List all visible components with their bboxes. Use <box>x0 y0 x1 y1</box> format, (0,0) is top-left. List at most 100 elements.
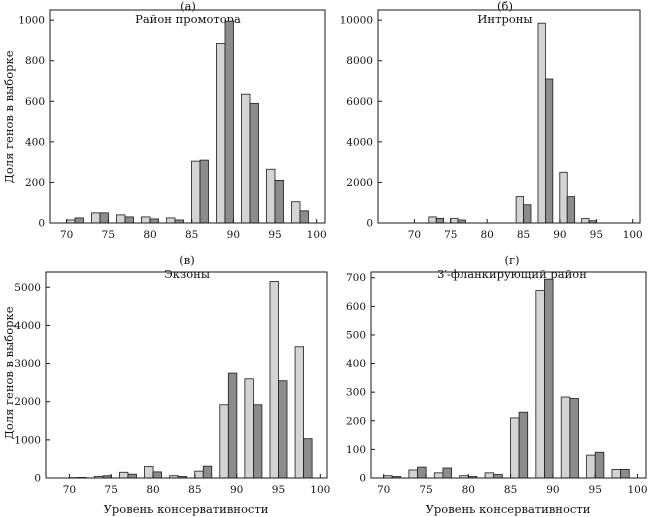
panel-a-bar-s1-bin-8 <box>266 168 276 224</box>
x-axis-title-right: Уровень консервативности <box>426 502 591 516</box>
panel-d-x-tick-label-6: 100 <box>628 484 648 496</box>
panel-d-bar-s1-bin-7 <box>560 396 571 479</box>
panel-b-x-tick-label-2: 80 <box>480 229 493 241</box>
panel-d-x-tick-label-1: 75 <box>419 484 432 496</box>
panel-d-y-tick-label-4: 400 <box>346 358 366 370</box>
panel-c-x-tick-label-3: 85 <box>188 484 201 496</box>
panel-a-y-tick-label-0: 0 <box>38 218 45 230</box>
panel-b-bar-s1-bin-4 <box>515 196 524 224</box>
panel-c: (в) Экзоны 70 75 80 85 90 95 10001000200030004… <box>14 253 330 496</box>
panel-d-y-tick-label-3: 300 <box>346 387 366 399</box>
panel-b-bar-s2-bin-4 <box>523 204 532 224</box>
panel-d-bar-s2-bin-8 <box>594 451 605 479</box>
panel-a-title: Район промотора <box>135 12 241 26</box>
panel-d-bar-s1-bin-4 <box>484 472 495 479</box>
panel-a-bar-s1-bin-5 <box>191 160 201 224</box>
panel-b-x-tick-label-5: 95 <box>590 229 603 241</box>
panel-d: (г) 3′-фланкирующий район 70 75 80 85 90 95 10… <box>346 253 648 496</box>
panel-d-y-tick-label-7: 700 <box>346 272 366 284</box>
panel-c-bar-s2-bin-5 <box>202 465 213 479</box>
panel-c-x-tick-label-6: 100 <box>310 484 330 496</box>
panel-b-bar-s2-bin-0 <box>435 217 445 224</box>
panel-d-y-tick-label-2: 200 <box>346 415 366 427</box>
panel-b-x-tick-label-4: 90 <box>553 229 566 241</box>
panel-d-plot: 70 75 80 85 90 95 100 0 100 200 300 400 500 600 700 <box>346 271 648 496</box>
panel-a-bar-s2-bin-0 <box>74 217 84 224</box>
panel-b-y-tick-label-3: 6000 <box>346 96 373 108</box>
panel-d-y-tick-label-5: 500 <box>346 329 366 341</box>
panel-c-y-tick-label-4: 4000 <box>14 320 41 332</box>
panel-c-letter: (в) <box>179 253 194 267</box>
panel-b-y-tick-label-4: 8000 <box>346 55 373 67</box>
panel-d-bar-s2-bin-5 <box>518 411 529 479</box>
panel-a-bar-s1-bin-9 <box>291 201 301 224</box>
panel-a-bar-s1-bin-7 <box>241 93 251 224</box>
panel-b-frame <box>377 9 641 224</box>
panel-c-bar-s1-bin-7 <box>244 378 254 479</box>
panel-d-bar-s2-bin-6 <box>544 278 554 479</box>
panel-c-bar-s2-bin-2 <box>127 473 137 479</box>
panel-a-bar-s1-bin-1 <box>91 212 101 224</box>
panel-c-y-tick-label-5: 5000 <box>14 282 41 294</box>
panel-c-x-tick-label-4: 90 <box>230 484 243 496</box>
panel-b-bar-s2-bin-5 <box>544 78 554 224</box>
panel-a-x-tick-label-2: 80 <box>143 229 156 241</box>
panel-c-title: Экзоны <box>164 267 210 281</box>
panel-c-bar-s2-bin-3 <box>152 471 162 479</box>
panel-c-bar-s1-bin-8 <box>269 281 279 479</box>
panel-a-y-tick-label-2: 400 <box>25 136 45 148</box>
panel-b-y-tick-label-1: 2000 <box>346 177 373 189</box>
panel-a-bar-s1-bin-3 <box>141 216 151 224</box>
panel-a-frame <box>49 9 326 224</box>
panel-a-bar-s1-bin-4 <box>166 217 176 224</box>
panel-a-bar-s1-bin-6 <box>216 43 226 224</box>
panel-d-x-tick-label-4: 90 <box>546 484 559 496</box>
panel-b-bar-s1-bin-1 <box>450 217 459 224</box>
panel-d-bar-s1-bin-6 <box>535 290 545 479</box>
panel-b-y-tick-label-0: 0 <box>366 218 373 230</box>
panel-b-x-tick-label-6: 100 <box>623 229 643 241</box>
panel-a-bar-s2-bin-3 <box>149 218 159 224</box>
panel-c-bar-s1-bin-6 <box>219 404 229 479</box>
panel-b-bar-s1-bin-5 <box>537 22 546 224</box>
panel-c-y-tick-label-2: 2000 <box>14 396 41 408</box>
panel-c-bar-s1-bin-2 <box>119 471 129 479</box>
panel-d-y-tick-label-0: 0 <box>359 473 366 485</box>
panel-b-x-tick-label-1: 75 <box>444 229 457 241</box>
x-axis-title-left: Уровень консервативности <box>104 502 269 516</box>
panel-d-bar-s2-bin-7 <box>569 398 579 479</box>
panel-c-bar-s2-bin-7 <box>253 404 263 479</box>
panel-b-bar-s1-bin-7 <box>581 218 590 224</box>
panel-b-y-tick-label-5: 10000 <box>340 15 373 27</box>
panel-d-bar-s2-bin-2 <box>442 467 452 479</box>
panel-c-x-tick-label-0: 70 <box>63 484 76 496</box>
panel-a-bar-s2-bin-9 <box>299 210 309 224</box>
panel-d-bar-s1-bin-5 <box>510 417 520 479</box>
panel-c-bar-s2-bin-6 <box>227 372 238 479</box>
panel-c-bar-s1-bin-3 <box>144 466 154 479</box>
panel-a-x-tick-label-4: 90 <box>227 229 240 241</box>
panel-d-title: 3′-фланкирующий район <box>437 267 587 281</box>
panel-b-x-tick-label-0: 70 <box>408 229 421 241</box>
panel-a-x-tick-label-3: 85 <box>185 229 198 241</box>
panel-d-y-tick-label-1: 100 <box>346 444 366 456</box>
panel-c-bar-s1-bin-5 <box>194 470 204 479</box>
panel-a-bar-s2-bin-1 <box>99 212 109 224</box>
panel-c-x-tick-label-1: 75 <box>105 484 118 496</box>
panel-a-y-tick-label-5: 1000 <box>18 15 45 27</box>
panel-c-y-tick-label-0: 0 <box>34 473 41 485</box>
panel-d-bar-s2-bin-9 <box>620 469 630 479</box>
panel-d-bar-s2-bin-4 <box>493 474 503 479</box>
panel-b-plot: 70 75 80 85 90 95 100 0 2000 4000 6000 8000 10000 <box>340 9 643 241</box>
panel-c-x-tick-label-2: 80 <box>146 484 159 496</box>
panel-c-frame <box>45 271 328 479</box>
panel-c-bar-s2-bin-9 <box>303 438 313 479</box>
y-axis-title-bottom: Доля генов в выборке <box>2 306 16 439</box>
panel-b: (б) Интроны 70 75 80 85 90 95 1000200040006000… <box>340 0 643 241</box>
panel-a: (а) Район промотора 70 75 80 85 90 95 10002004… <box>18 0 326 241</box>
panel-d-x-tick-label-0: 70 <box>377 484 390 496</box>
panel-b-x-tick-label-3: 85 <box>517 229 530 241</box>
